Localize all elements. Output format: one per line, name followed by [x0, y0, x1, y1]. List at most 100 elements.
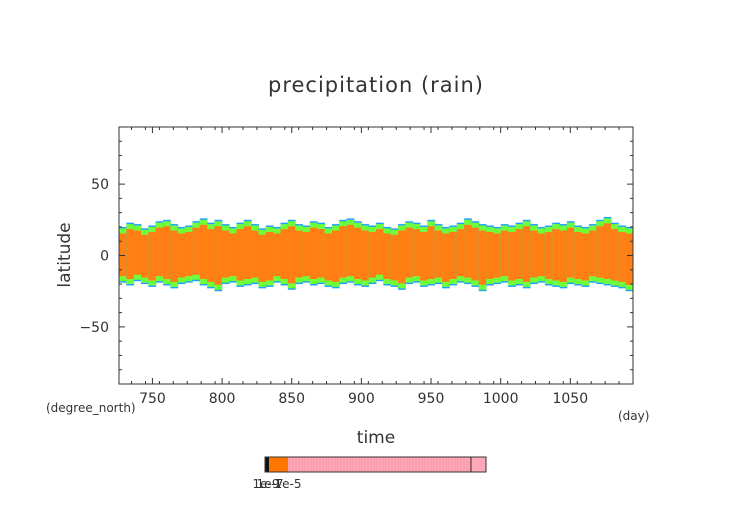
x-axis-label: time: [357, 428, 395, 448]
band-core: [464, 224, 472, 278]
x-tick-label: 850: [278, 391, 305, 407]
band-column: [361, 224, 370, 287]
band-core: [442, 233, 450, 282]
band-core: [405, 227, 414, 278]
band-core: [258, 234, 267, 282]
band-column: [500, 224, 509, 283]
band-core: [625, 233, 634, 285]
band-column: [295, 224, 303, 285]
colorbar-mid-segment: [269, 457, 288, 472]
colorbar-high-segment: [288, 457, 486, 472]
band-column: [603, 216, 612, 286]
band-column: [353, 221, 362, 286]
band-core: [434, 230, 443, 278]
band-core: [148, 231, 157, 281]
band-column: [515, 222, 524, 286]
band-column: [324, 226, 333, 287]
band-column: [596, 219, 605, 285]
x-tick-label: 950: [418, 391, 445, 407]
band-column: [273, 226, 281, 283]
x-tick-label: 750: [139, 391, 166, 407]
band-column: [141, 228, 149, 285]
band-column: [177, 226, 186, 285]
band-core: [566, 227, 575, 278]
band-core: [221, 230, 230, 278]
band-core: [265, 231, 274, 281]
x-unit-label: (day): [618, 409, 649, 423]
band-column: [544, 225, 553, 286]
y-unit-label: (degree_north): [46, 401, 136, 415]
band-column: [199, 218, 208, 286]
band-column: [207, 222, 215, 289]
band-column: [185, 225, 193, 283]
band-column: [251, 224, 259, 285]
band-column: [119, 226, 127, 283]
colorbar: 1e-9 1e-7 1e-5: [253, 456, 487, 491]
band-column: [236, 222, 245, 287]
band-core: [170, 230, 179, 282]
band-core: [163, 226, 171, 280]
band-column: [133, 224, 142, 282]
band-core: [119, 233, 127, 277]
band-core: [229, 233, 237, 277]
band-core: [353, 227, 362, 280]
band-column: [574, 225, 582, 286]
colorbar-frame: [264, 456, 487, 473]
band-column: [302, 225, 311, 283]
band-column: [265, 225, 274, 287]
y-axis-label: latitude: [55, 222, 75, 287]
band-core: [522, 226, 531, 282]
band-core: [133, 230, 142, 275]
band-column: [405, 221, 414, 285]
band-column: [383, 226, 392, 286]
band-column: [346, 218, 355, 283]
band-column: [449, 225, 458, 286]
band-column: [552, 222, 560, 287]
band-core: [574, 231, 582, 280]
band-column: [331, 224, 340, 289]
colorbar-label-1e-5: 1e-5: [275, 477, 302, 491]
band-core: [302, 231, 311, 277]
band-core: [251, 230, 259, 278]
band-column: [221, 224, 230, 285]
band-core: [236, 229, 245, 281]
band-core: [610, 229, 619, 281]
band-core: [185, 231, 193, 277]
x-tick-label: 800: [209, 391, 236, 407]
band-column: [486, 225, 494, 286]
band-core: [214, 226, 223, 285]
band-core: [361, 230, 370, 281]
band-core: [456, 229, 465, 277]
band-core: [471, 227, 480, 281]
colorbar-stripes: [289, 457, 471, 472]
band-core: [207, 229, 215, 282]
band-core: [588, 230, 597, 277]
band-core: [199, 224, 208, 280]
x-tick-label: 1050: [552, 391, 588, 407]
band-core: [603, 223, 612, 280]
band-core: [177, 233, 186, 278]
band-core: [500, 230, 509, 277]
band-column: [390, 228, 399, 287]
band-column: [339, 219, 348, 285]
band-core: [273, 233, 281, 277]
plot-area: 750 800 850 900 950 1000 1050 50 0 −50: [79, 126, 634, 407]
colorbar-low-segment: [265, 457, 269, 472]
precip-band: [119, 216, 634, 292]
band-core: [141, 234, 149, 278]
band-column: [493, 226, 502, 285]
band-column: [456, 222, 465, 283]
band-core: [192, 227, 201, 275]
band-core: [493, 233, 502, 278]
band-column: [170, 224, 179, 289]
band-column: [148, 225, 157, 287]
band-column: [618, 225, 627, 289]
band-core: [544, 231, 553, 280]
band-core: [243, 226, 252, 280]
band-column: [258, 228, 267, 289]
band-column: [192, 221, 201, 282]
band-core: [515, 229, 524, 280]
band-column: [243, 219, 252, 286]
band-column: [588, 224, 597, 283]
axis-ticks: 750 800 850 900 950 1000 1050 50 0 −50: [79, 127, 634, 407]
